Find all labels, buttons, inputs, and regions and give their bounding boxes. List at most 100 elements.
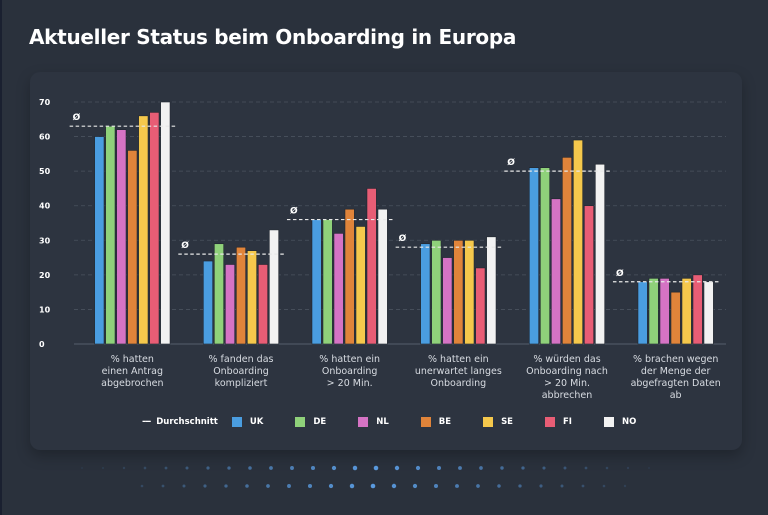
bar-no — [268, 229, 279, 345]
bar-nl — [333, 233, 344, 345]
y-tick-label: 70 — [39, 98, 51, 107]
decorative-dot — [143, 466, 147, 470]
y-tick-label: 60 — [39, 133, 51, 142]
bar-fi — [366, 188, 377, 345]
x-tick-label-line: % brachen wegen — [633, 354, 718, 365]
x-tick-label-line: > 20 Min. — [544, 378, 590, 389]
decorative-dot — [203, 484, 207, 488]
decorative-dot — [455, 484, 459, 488]
bar-uk — [203, 260, 214, 345]
decorative-dot — [224, 484, 228, 488]
decorative-dot — [328, 483, 334, 489]
average-symbol: Ø — [507, 157, 515, 168]
legend-item-uk: UK — [231, 417, 263, 427]
decorative-dot — [433, 483, 439, 489]
decorative-dot — [581, 484, 585, 488]
legend-item-be: BE — [420, 417, 452, 427]
decorative-dot — [370, 483, 376, 489]
x-tick-label-line: > 20 Min. — [327, 378, 373, 389]
bar-uk — [420, 243, 431, 345]
decorative-dot — [584, 466, 588, 470]
decorative-dot — [287, 484, 291, 488]
decorative-dot — [518, 484, 522, 488]
y-tick-label: 30 — [39, 236, 51, 245]
x-tick-label-line: % hatten — [111, 354, 154, 365]
decorative-dot — [206, 466, 210, 470]
legend-swatch — [231, 417, 242, 427]
x-tick-label: % würden das Onboarding nach > 20 Min. abbr… — [526, 354, 608, 401]
page-title: Aktueller Status beim Onboarding in Euro… — [29, 25, 517, 49]
bar-no — [703, 281, 714, 345]
x-tick-label-line: % würden das — [533, 354, 600, 365]
x-tick-label-line: % fanden das — [209, 354, 274, 365]
legend-item-no: NO — [603, 417, 636, 427]
bar-no — [486, 236, 497, 345]
bar-se — [247, 250, 258, 345]
decorative-dot — [331, 465, 337, 471]
bar-be — [127, 150, 138, 345]
bar-be — [670, 291, 681, 345]
decorative-dot — [140, 484, 144, 488]
x-tick-label: % fanden das Onboarding kompliziert — [209, 354, 274, 389]
x-tick-label-line: % hatten ein — [428, 354, 489, 365]
decorative-dot — [307, 483, 313, 489]
x-tick-label-line: kompliziert — [215, 378, 268, 389]
decorative-dot — [605, 466, 609, 470]
decorative-dot — [602, 484, 606, 488]
decorative-dot — [394, 465, 400, 471]
x-tick-label-line: ab — [670, 390, 682, 401]
decorative-dot — [227, 466, 231, 470]
legend: --- Durchschnitt UK DE NL BE SE FI NO — [142, 412, 668, 432]
legend-label: BE — [438, 417, 452, 427]
bar-uk — [528, 167, 539, 345]
x-tick-label-line: Onboarding — [213, 366, 269, 377]
x-tick-label: % hatten einen Antrag abgebrochen — [101, 354, 163, 389]
decorative-dot — [122, 466, 126, 470]
decorative-dot — [269, 466, 273, 470]
decorative-dot — [623, 484, 627, 488]
x-axis-labels: % hatten einen Antrag abgebrochen % fanden … — [101, 354, 721, 401]
y-axis-ticks: 0 10 20 30 40 50 60 70 — [39, 98, 51, 349]
decorative-dot — [497, 484, 501, 488]
bar-be — [561, 157, 572, 345]
average-symbol: Ø — [73, 112, 81, 123]
x-tick-label-line: % hatten ein — [319, 354, 380, 365]
x-tick-label-line: einen Antrag — [102, 366, 163, 377]
x-tick-label-line: unerwartet langes — [415, 366, 502, 377]
decorative-dot — [373, 465, 379, 471]
legend-swatch — [358, 417, 369, 427]
bar-se — [464, 239, 475, 345]
y-tick-label: 50 — [39, 167, 51, 176]
decorative-dot — [500, 466, 504, 470]
bar-se — [681, 278, 692, 345]
x-tick-label-line: abgefragten Daten — [631, 378, 721, 389]
decorative-dot — [182, 484, 186, 488]
x-tick-label-line: Onboarding nach — [526, 366, 608, 377]
bar-de — [322, 219, 333, 345]
decorative-dot — [248, 466, 252, 470]
bar-uk — [311, 219, 322, 345]
decorative-dot — [476, 484, 480, 488]
legend-swatch — [295, 417, 306, 427]
bar-no — [377, 208, 388, 345]
decorative-dot — [521, 466, 525, 470]
legend-item-fi: FI — [545, 417, 572, 427]
bar-nl — [225, 264, 236, 345]
dashed-line-icon: --- — [142, 417, 151, 427]
bar-de — [648, 278, 659, 345]
bar-se — [355, 226, 366, 345]
bar-nl — [550, 198, 561, 345]
x-tick-label: % hatten ein unerwartet langes Onboarding — [415, 354, 502, 389]
decorative-dot — [352, 465, 358, 471]
decorative-dot — [560, 484, 564, 488]
decorative-dot — [80, 466, 84, 470]
bar-de — [539, 167, 550, 345]
x-tick-label-line: abbrechen — [542, 390, 593, 401]
decorative-dot — [458, 466, 462, 470]
decorative-dot — [415, 465, 421, 471]
average-symbol: Ø — [399, 233, 407, 244]
legend-label: Durchschnitt — [156, 417, 218, 427]
decorative-dot — [539, 484, 543, 488]
bar-se — [138, 115, 149, 345]
